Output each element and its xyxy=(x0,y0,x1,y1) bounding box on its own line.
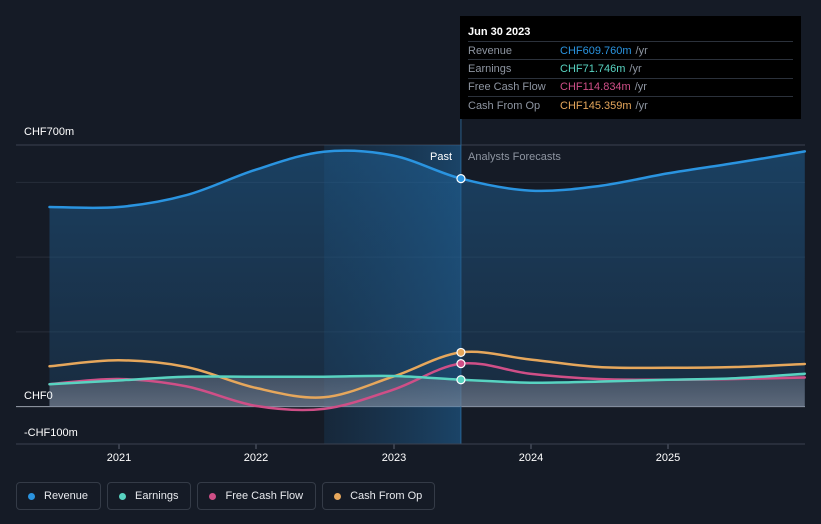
revenue-line xyxy=(48,149,807,210)
legend-label: Free Cash Flow xyxy=(225,490,304,502)
legend-item-cfo[interactable]: Cash From Op xyxy=(322,482,436,510)
x-tick-label: 2021 xyxy=(107,452,131,464)
tooltip-unit: /yr xyxy=(634,81,647,94)
tooltip-unit: /yr xyxy=(635,44,648,57)
legend-label: Cash From Op xyxy=(350,490,423,502)
legend-item-earnings[interactable]: Earnings xyxy=(107,482,192,510)
earnings-dot-icon xyxy=(119,492,127,500)
past-label: Past xyxy=(430,151,452,163)
hover-tooltip: Jun 30 2023 Revenue CHF609.760m /yr Earn… xyxy=(460,16,801,119)
cfo-marker xyxy=(456,347,466,358)
legend-label: Earnings xyxy=(135,490,179,502)
tooltip-row-cfo: Cash From Op CHF145.359m /yr xyxy=(468,95,793,114)
tooltip-value: CHF609.760m xyxy=(560,44,632,57)
tooltip-label: Cash From Op xyxy=(468,99,541,112)
tooltip-row-fcf: Free Cash Flow CHF114.834m /yr xyxy=(468,77,793,96)
revenue-dot-icon xyxy=(28,492,35,500)
x-tick-label: 2023 xyxy=(382,452,406,464)
tooltip-label: Free Cash Flow xyxy=(468,81,546,94)
x-axis-ticks: 2021 2022 2023 2024 2025 xyxy=(16,443,805,464)
legend-label: Revenue xyxy=(44,490,89,502)
fcf-marker xyxy=(456,359,466,369)
tooltip-label: Revenue xyxy=(468,44,513,57)
y-label-top: CHF700m xyxy=(24,126,74,138)
tooltip-value: CHF114.834m xyxy=(560,81,631,94)
tooltip-unit: /yr xyxy=(635,99,648,112)
forecast-label: Analysts Forecasts xyxy=(468,151,561,163)
hover-markers xyxy=(456,174,466,385)
cfo-line xyxy=(48,350,807,399)
tooltip-unit: /yr xyxy=(629,62,642,75)
tooltip-label: Earnings xyxy=(468,62,512,75)
revenue-area xyxy=(49,150,805,407)
earnings-marker xyxy=(456,375,466,385)
cfo-dot-icon xyxy=(334,492,342,500)
x-tick-label: 2024 xyxy=(519,452,543,464)
x-tick-label: 2022 xyxy=(244,452,268,464)
tooltip-value: CHF71.746m xyxy=(560,62,626,75)
chart-legend: Revenue Earnings Free Cash Flow Cash Fro… xyxy=(16,482,436,510)
legend-item-fcf[interactable]: Free Cash Flow xyxy=(197,482,317,510)
tooltip-row-earnings: Earnings CHF71.746m /yr xyxy=(468,59,793,77)
tooltip-value: CHF145.359m xyxy=(560,99,632,112)
fcf-dot-icon xyxy=(209,492,217,500)
revenue-marker xyxy=(456,174,466,184)
x-tick-label: 2025 xyxy=(656,452,680,464)
series-lines xyxy=(48,149,807,412)
y-label-bottom: -CHF100m xyxy=(24,427,78,439)
earnings-line xyxy=(48,372,807,386)
tooltip-date: Jun 30 2023 xyxy=(468,26,531,38)
y-label-zero: CHF0 xyxy=(24,390,53,402)
tooltip-row-revenue: Revenue CHF609.760m /yr xyxy=(468,41,793,59)
legend-item-revenue[interactable]: Revenue xyxy=(16,482,102,510)
